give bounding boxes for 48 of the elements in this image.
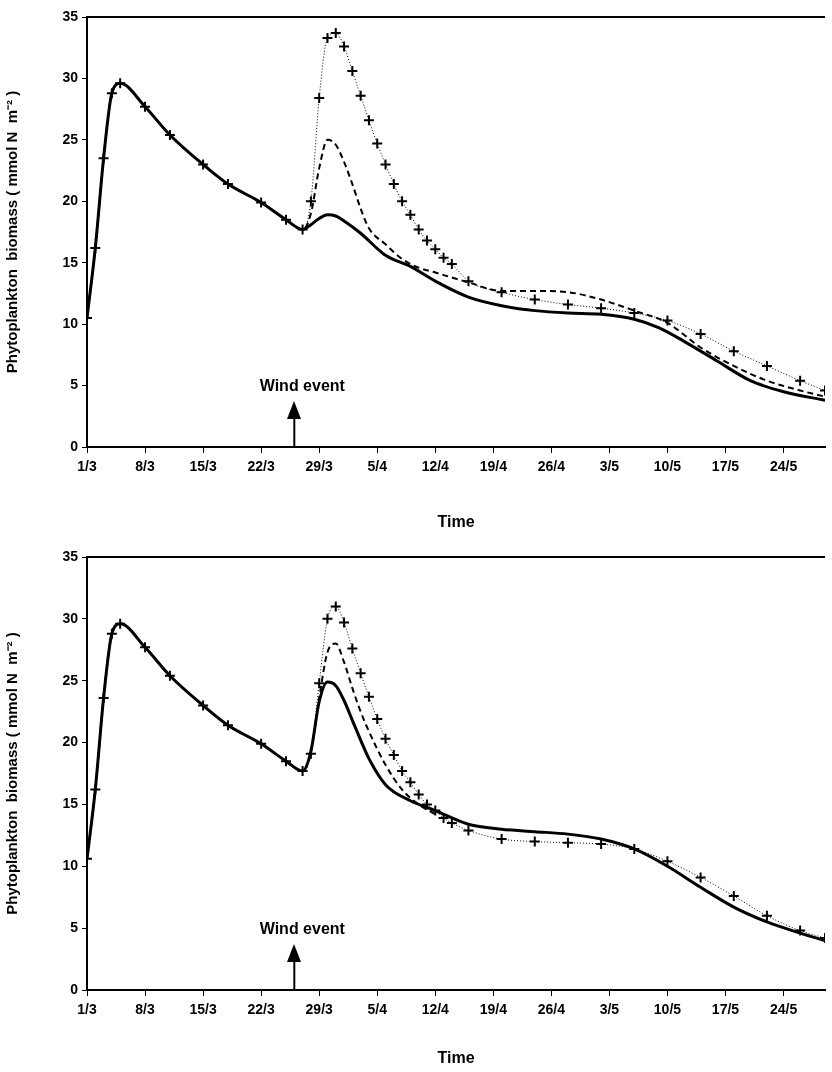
y-tick-label: 20	[62, 192, 79, 209]
x-tick-label: 3/5	[599, 1001, 620, 1018]
y-tick-label: 0	[70, 437, 79, 454]
x-tick-label: 19/4	[479, 458, 508, 475]
ref-line-label: Wind event	[259, 377, 346, 394]
x-tick-label: 22/3	[247, 1001, 275, 1018]
x-tick-label: 26/4	[537, 458, 566, 475]
y-tick-label: 10	[62, 315, 79, 331]
y-tick-label: 15	[62, 253, 79, 270]
y-tick-label: 25	[62, 130, 79, 147]
y-tick-label: 0	[70, 980, 79, 997]
x-axis-title: Time	[437, 1048, 475, 1066]
x-tick-label: 10/5	[653, 458, 682, 475]
x-tick-label: 22/3	[247, 458, 275, 475]
y-tick-label: 25	[62, 671, 79, 688]
x-tick-label: 15/3	[189, 1001, 217, 1018]
y-tick-label: 30	[62, 69, 79, 86]
x-tick-label: 3/5	[599, 458, 620, 475]
x-tick-label: 5/4	[367, 1001, 388, 1018]
x-axis-title: Time	[437, 512, 475, 530]
x-tick-label: 8/3	[135, 1001, 155, 1018]
x-tick-label: 17/5	[711, 1001, 740, 1018]
y-tick-label: 35	[62, 547, 79, 564]
y-tick-label: 5	[70, 919, 79, 935]
x-tick-label: 12/4	[421, 458, 450, 475]
y-tick-label: 20	[62, 733, 79, 750]
x-tick-label: 26/4	[537, 1001, 566, 1018]
x-tick-label: 29/3	[305, 1001, 334, 1018]
y-axis-title: Phytoplankton biomass ( mmol N m⁻² )	[3, 632, 21, 915]
y-tick-label: 15	[62, 795, 79, 812]
x-tick-label: 17/5	[711, 458, 740, 475]
y-tick-label: 35	[62, 7, 79, 24]
y-tick-label: 10	[62, 857, 79, 874]
x-tick-label: 24/5	[769, 1001, 798, 1018]
y-tick-label: 5	[70, 376, 79, 393]
x-tick-label: 19/4	[479, 1001, 508, 1018]
x-tick-label: 1/3	[77, 458, 97, 475]
x-tick-label: 29/3	[305, 458, 334, 475]
x-tick-label: 8/3	[135, 458, 155, 475]
x-tick-label: 1/3	[77, 1001, 97, 1018]
x-tick-label: 15/3	[189, 458, 217, 475]
x-tick-label: 24/5	[769, 458, 798, 475]
x-tick-label: 12/4	[421, 1001, 450, 1018]
ref-line-label: Wind event	[259, 920, 346, 937]
y-axis-title: Phytoplankton biomass ( mmol N m⁻² )	[3, 90, 21, 374]
x-tick-label: 10/5	[653, 1001, 682, 1018]
y-tick-label: 30	[62, 609, 79, 626]
x-tick-label: 5/4	[367, 458, 388, 475]
